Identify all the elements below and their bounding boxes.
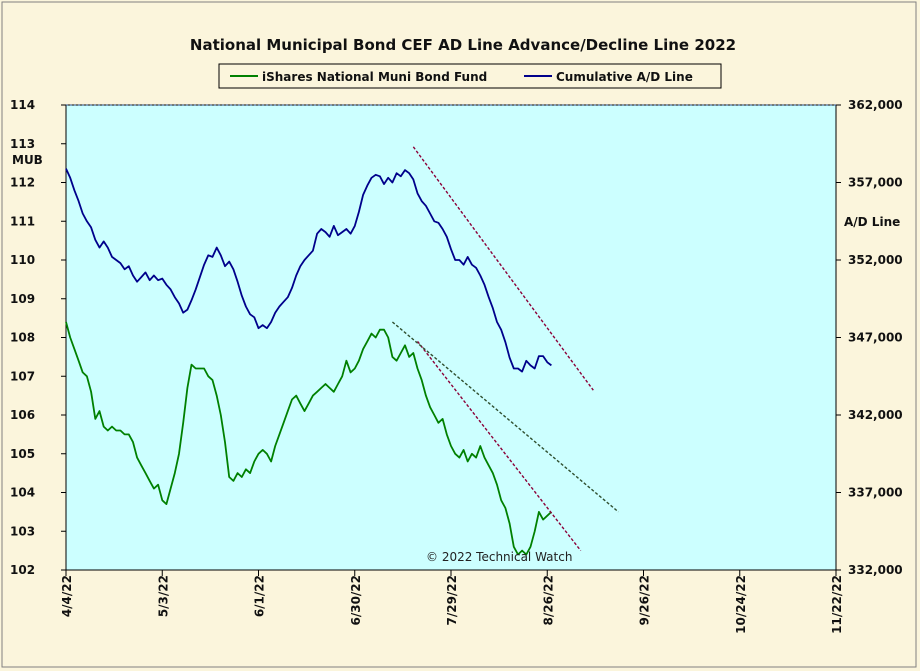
x-axis-ticks: 4/4/22 5/3/22 6/1/22 6/30/22 7/29/22 8/26/22 9… (60, 570, 844, 634)
x-tick-label: 8/26/22 (541, 575, 555, 626)
legend-label-fund: iShares National Muni Bond Fund (262, 70, 487, 84)
left-tick-label: 105 (10, 447, 35, 461)
plot-area (65, 104, 837, 571)
right-tick-label: 352,000 (848, 253, 903, 267)
left-tick-label: 103 (10, 524, 35, 538)
credit-text: © 2022 Technical Watch (426, 550, 572, 564)
right-axis-label: A/D Line (844, 215, 900, 229)
trendline-layer (391, 146, 619, 552)
left-tick-label: 106 (10, 408, 35, 422)
left-tick-label: 113 (10, 137, 35, 151)
fund-series-line (65, 321, 553, 556)
right-tick-label: 347,000 (848, 331, 903, 345)
trendline (412, 146, 594, 391)
x-tick-label: 5/3/22 (156, 575, 170, 617)
x-tick-label: 9/26/22 (638, 575, 652, 626)
x-tick-label: 6/30/22 (349, 575, 363, 626)
x-tick-label: 4/4/22 (60, 575, 74, 617)
right-tick-label: 357,000 (848, 176, 903, 190)
left-tick-label: 114 (10, 98, 35, 112)
trendline (416, 340, 582, 552)
left-tick-label: 102 (10, 563, 35, 577)
x-tick-label: 11/22/22 (830, 575, 844, 634)
ad-series-line (65, 168, 552, 373)
right-tick-label: 332,000 (848, 563, 903, 577)
left-tick-label: 107 (10, 369, 35, 383)
series-layer (65, 168, 553, 556)
trendline (391, 321, 619, 513)
left-tick-label: 110 (10, 253, 35, 267)
left-tick-label: 104 (10, 486, 35, 500)
right-tick-label: 342,000 (848, 408, 903, 422)
chart-title: National Municipal Bond CEF AD Line Adva… (190, 36, 736, 54)
left-axis-label: MUB (12, 153, 43, 167)
x-tick-label: 10/24/22 (734, 575, 748, 634)
right-tick-label: 362,000 (848, 98, 903, 112)
left-tick-label: 109 (10, 292, 35, 306)
left-tick-label: 112 (10, 176, 35, 190)
right-tick-label: 337,000 (848, 486, 903, 500)
right-axis-ticks: 332,000 337,000 342,000 347,000 352,000 357,0… (836, 98, 903, 577)
x-tick-label: 6/1/22 (253, 575, 267, 617)
legend: iShares National Muni Bond Fund Cumulati… (218, 63, 722, 89)
legend-label-ad: Cumulative A/D Line (556, 70, 693, 84)
left-tick-label: 111 (10, 214, 35, 228)
legend-box (218, 63, 722, 89)
left-tick-label: 108 (10, 331, 35, 345)
left-axis-ticks: 102 103 104 105 106 107 108 109 110 111 112 113 114 (10, 98, 66, 577)
x-tick-label: 7/29/22 (445, 575, 459, 626)
